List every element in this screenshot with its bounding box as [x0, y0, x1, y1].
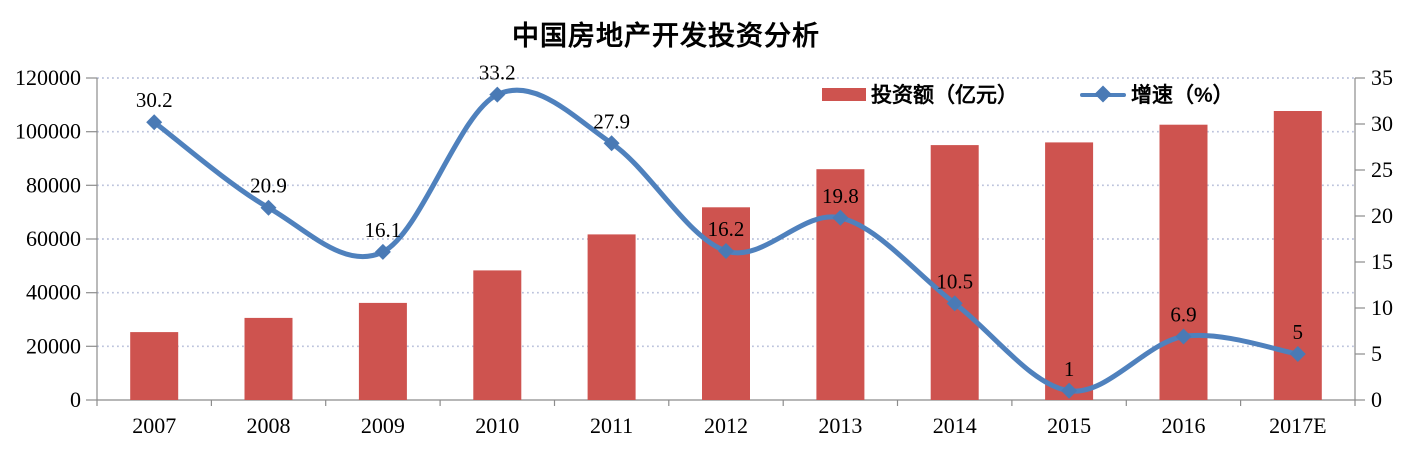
legend: 投资额（亿元） 增速（%）: [822, 79, 1234, 109]
x-axis-label: 2012: [704, 413, 748, 438]
legend-item-growth: 增速（%）: [1080, 79, 1234, 109]
marker-2012: [718, 243, 734, 259]
bar-swatch-icon: [822, 87, 866, 101]
x-axis-label: 2011: [590, 413, 633, 438]
y-axis-right-label: 5: [1371, 341, 1382, 366]
legend-label-investment: 投资额（亿元）: [871, 84, 1018, 107]
x-axis-label: 2007: [132, 413, 176, 438]
marker-2014: [946, 295, 963, 312]
x-axis-label: 2008: [247, 413, 291, 438]
point-label-2009: 16.1: [365, 218, 402, 242]
x-axis-label: 2016: [1162, 413, 1206, 438]
point-label-2011: 27.9: [593, 109, 630, 133]
x-axis-label: 2017E: [1269, 413, 1326, 438]
bar-2014: [930, 145, 979, 400]
bar-2008: [244, 317, 293, 400]
point-label-2007: 30.2: [136, 88, 173, 112]
marker-2010: [489, 86, 506, 103]
point-label-2016: 6.9: [1170, 303, 1196, 327]
marker-2013: [832, 209, 849, 226]
bar-2009: [358, 302, 407, 400]
chart-title: 中国房地产开发投资分析: [512, 21, 820, 51]
bar-2012: [702, 207, 750, 400]
point-label-2010: 33.2: [479, 61, 516, 85]
y-axis-left-label: 60000: [26, 226, 81, 251]
y-axis-right-label: 30: [1371, 111, 1393, 136]
marker-2008: [260, 199, 277, 216]
x-axis-label: 2015: [1047, 413, 1091, 438]
bar-2011: [587, 234, 636, 400]
y-axis-left-label: 40000: [26, 280, 81, 305]
x-axis-label: 2010: [475, 413, 519, 438]
point-label-2015: 1: [1064, 357, 1075, 381]
point-label-2014: 10.5: [936, 269, 973, 293]
bar-2010: [473, 270, 522, 400]
legend-item-investment: 投资额（亿元）: [822, 79, 1018, 109]
bar-2015: [1045, 142, 1094, 400]
point-label-2012: 16.2: [708, 217, 745, 241]
marker-2016: [1175, 328, 1192, 345]
y-axis-right-label: 15: [1371, 249, 1393, 274]
marker-2015: [1061, 382, 1078, 399]
marker-2017E: [1289, 346, 1306, 362]
x-axis-label: 2009: [361, 413, 405, 438]
bar-2016: [1159, 124, 1208, 400]
x-axis-label: 2014: [933, 413, 977, 438]
point-label-2017E: 5: [1293, 320, 1304, 344]
legend-label-growth: 增速（%）: [1131, 84, 1234, 107]
y-axis-right-label: 35: [1371, 65, 1393, 90]
marker-2011: [603, 135, 620, 152]
marker-2007: [146, 114, 163, 131]
bar-2013: [816, 169, 865, 400]
point-label-2013: 19.8: [822, 184, 859, 208]
diamond-marker-icon: [1094, 85, 1112, 102]
marker-2009: [374, 243, 391, 260]
y-axis-left-label: 80000: [26, 172, 81, 197]
y-axis-left-label: 120000: [15, 65, 81, 90]
y-axis-right-label: 25: [1371, 157, 1393, 182]
bar-2007: [130, 332, 179, 400]
y-axis-right-label: 20: [1371, 203, 1393, 228]
y-axis-right-label: 0: [1371, 387, 1382, 412]
y-axis-left-label: 0: [70, 387, 81, 412]
line-swatch-icon: [1080, 85, 1126, 102]
y-axis-right-label: 10: [1371, 295, 1393, 320]
y-axis-left-label: 20000: [26, 333, 81, 358]
point-label-2008: 20.9: [250, 174, 287, 198]
x-axis-label: 2013: [818, 413, 862, 438]
y-axis-left-label: 100000: [15, 119, 81, 144]
